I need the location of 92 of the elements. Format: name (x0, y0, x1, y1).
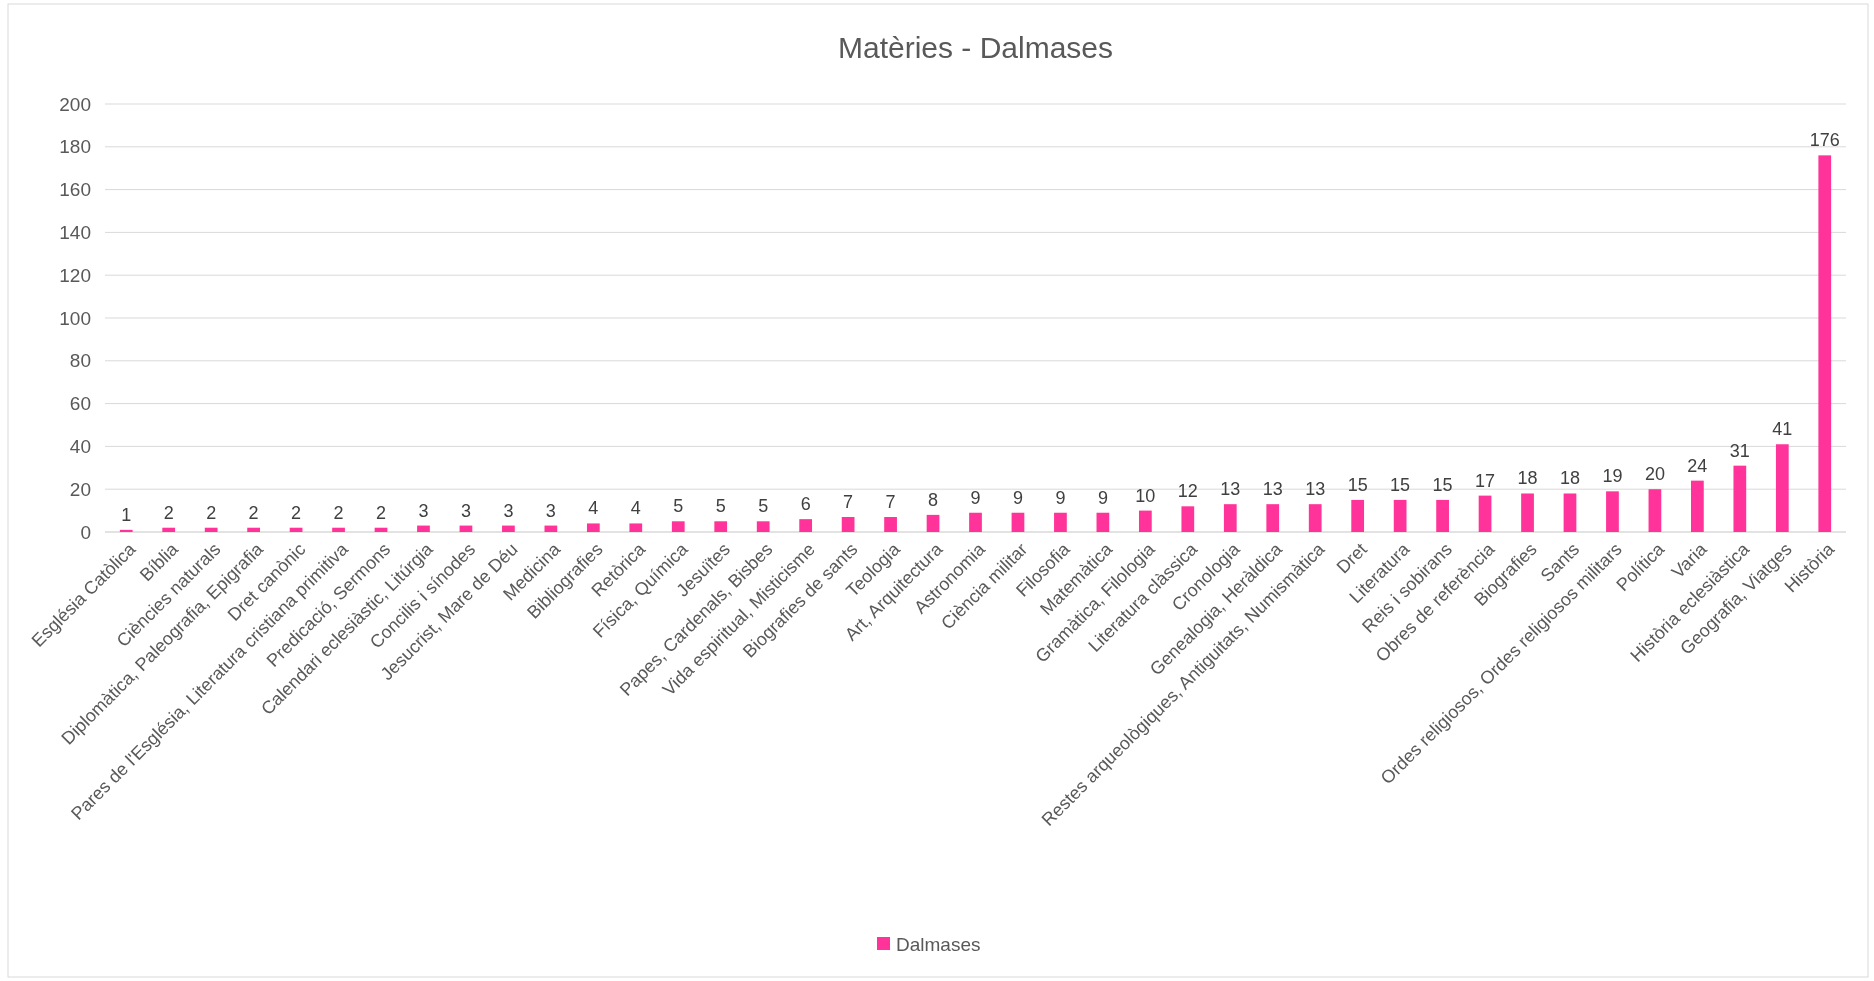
data-label: 5 (715, 496, 726, 517)
bar (1521, 493, 1534, 532)
data-label: 3 (460, 500, 471, 521)
bar (502, 525, 515, 532)
data-label: 41 (1772, 419, 1793, 440)
bar (1223, 504, 1237, 532)
bar (1181, 506, 1195, 532)
bar (586, 523, 600, 532)
bar (1138, 510, 1152, 532)
data-label: 13 (1220, 479, 1241, 500)
data-label: 6 (800, 494, 811, 515)
bar (544, 525, 558, 532)
data-label: 20 (1644, 464, 1665, 485)
bar (119, 529, 133, 532)
bar (926, 514, 940, 532)
data-label: 3 (503, 500, 514, 521)
data-label: 9 (1055, 487, 1066, 508)
bar (1818, 155, 1832, 532)
y-tick-label: 160 (59, 179, 91, 201)
data-label: 19 (1602, 466, 1623, 487)
bar (671, 521, 685, 532)
y-tick-label: 60 (69, 393, 91, 415)
bar (1606, 491, 1619, 532)
data-label: 10 (1135, 485, 1156, 506)
bar (969, 512, 982, 532)
bar (1266, 504, 1280, 532)
bar (417, 525, 430, 532)
bar (1691, 480, 1704, 532)
bar (1478, 495, 1492, 532)
data-label: 4 (588, 498, 599, 519)
bar (1563, 493, 1577, 532)
data-label: 15 (1347, 474, 1368, 495)
data-label: 8 (928, 489, 939, 510)
y-tick-label: 100 (59, 307, 91, 329)
bar (1393, 499, 1407, 532)
bar (1011, 512, 1025, 532)
bar (1733, 465, 1747, 532)
data-label: 18 (1517, 468, 1538, 489)
legend-label: Dalmases (896, 933, 981, 955)
bar (1775, 444, 1789, 532)
bar (841, 517, 855, 532)
data-label: 12 (1177, 481, 1198, 502)
data-label: 2 (206, 502, 217, 523)
data-label: 2 (376, 502, 387, 523)
bar (204, 527, 218, 532)
data-label: 7 (885, 492, 896, 513)
data-label: 2 (248, 502, 259, 523)
data-label: 13 (1262, 479, 1283, 500)
data-label: 4 (630, 498, 641, 519)
bar (1436, 499, 1449, 532)
data-label: 2 (163, 502, 174, 523)
data-label: 13 (1305, 479, 1326, 500)
bar (1351, 499, 1365, 532)
data-label: 24 (1687, 455, 1708, 476)
data-label: 9 (1012, 487, 1023, 508)
bar (332, 527, 345, 532)
data-label: 2 (333, 502, 344, 523)
data-label: 1 (121, 504, 132, 525)
y-tick-label: 20 (69, 478, 91, 500)
data-label: 5 (673, 496, 684, 517)
bar (247, 527, 260, 532)
y-tick-label: 180 (59, 136, 91, 158)
bar (1054, 512, 1067, 532)
data-label: 31 (1729, 440, 1750, 461)
data-label: 17 (1475, 470, 1496, 491)
y-tick-label: 40 (69, 436, 91, 458)
bar (1308, 504, 1322, 532)
bar (884, 517, 897, 532)
chart-title: Matèries - Dalmases (837, 31, 1114, 64)
data-label: 2 (291, 502, 302, 523)
data-label: 176 (1809, 130, 1840, 151)
data-label: 3 (545, 500, 556, 521)
bar (629, 523, 643, 532)
bar (1648, 489, 1662, 532)
data-label: 9 (970, 487, 981, 508)
data-label: 18 (1559, 468, 1580, 489)
bar (162, 527, 176, 532)
data-label: 9 (1097, 487, 1108, 508)
y-tick-label: 0 (80, 521, 91, 543)
bar (714, 521, 728, 532)
bar (1096, 512, 1110, 532)
y-tick-label: 200 (59, 93, 91, 115)
y-tick-label: 140 (59, 222, 91, 244)
y-tick-label: 80 (69, 350, 91, 372)
bar (756, 521, 770, 532)
data-label: 15 (1432, 474, 1453, 495)
data-label: 5 (758, 496, 769, 517)
y-tick-label: 120 (59, 264, 91, 286)
bar (799, 519, 813, 532)
data-label: 3 (418, 500, 429, 521)
data-label: 15 (1390, 474, 1411, 495)
data-label: 7 (843, 492, 854, 513)
